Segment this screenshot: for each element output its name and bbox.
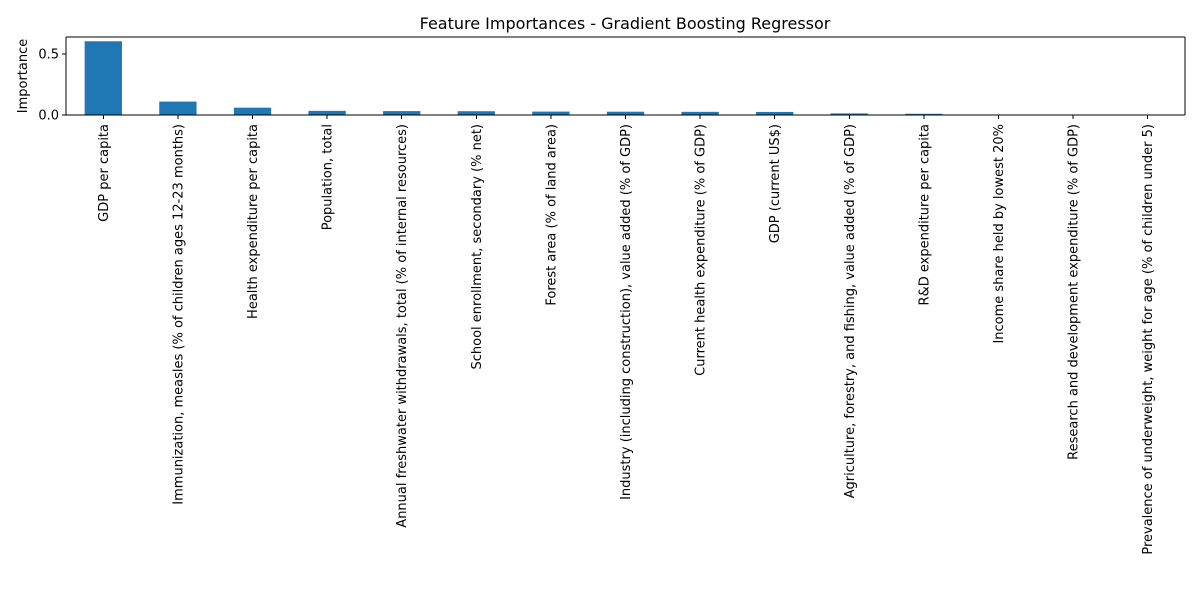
x-tick-label: Industry (including construction), value… (619, 124, 634, 500)
x-tick-label: Population, total (321, 124, 336, 230)
bar-1 (84, 41, 122, 115)
chart-title: Feature Importances - Gradient Boosting … (420, 14, 831, 33)
x-tick-label: Agriculture, forestry, and fishing, valu… (843, 124, 858, 498)
axes-frame (65, 36, 1186, 116)
x-tick-label: School enrollment, secondary (% net) (470, 124, 485, 370)
bar-11 (830, 113, 868, 115)
bar-3 (233, 107, 272, 115)
bar-5 (383, 111, 421, 115)
bar-6 (457, 111, 495, 115)
bar-9 (681, 111, 719, 115)
bar-10 (756, 111, 794, 115)
y-tick-label: 0.0 (38, 109, 59, 124)
x-tick-label: Immunization, measles (% of children age… (171, 124, 186, 505)
x-tick-label: GDP per capita (97, 124, 112, 222)
x-tick-label: GDP (current US$) (768, 124, 783, 243)
x-tick-label: Income share held by lowest 20% (992, 124, 1007, 344)
x-tick-label: Prevalence of underweight, weight for ag… (1141, 124, 1156, 555)
y-axis-ticks: 0.0 0.5 (38, 48, 66, 124)
x-axis-ticks: GDP per capita Immunization, measles (% o… (97, 115, 1156, 555)
bar-4 (308, 110, 346, 115)
bar-12 (905, 113, 943, 115)
x-tick-label: Current health expenditure (% of GDP) (694, 124, 709, 376)
bar-7 (532, 111, 570, 115)
x-tick-label: Forest area (% of land area) (544, 124, 559, 306)
y-axis-label: Importance (16, 39, 31, 114)
x-tick-label: Annual freshwater withdrawals, total (% … (395, 124, 410, 528)
bar-8 (606, 111, 645, 115)
y-tick-label: 0.5 (38, 48, 59, 63)
x-tick-label: R&D expenditure per capita (917, 124, 932, 305)
x-tick-label: Research and development expenditure (% … (1067, 124, 1082, 460)
bar-2 (159, 101, 197, 115)
x-tick-label: Health expenditure per capita (246, 124, 261, 319)
